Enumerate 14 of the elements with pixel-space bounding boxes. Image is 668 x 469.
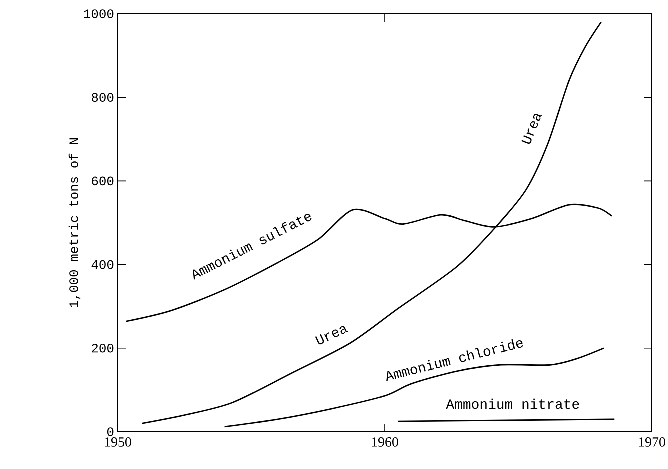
y-tick-label: 1000 [84, 10, 114, 18]
y-tick-label: 600 [92, 176, 114, 186]
y-axis-title: 1,000 metric tons of N [68, 138, 81, 308]
text: Ammonium chloride [386, 339, 524, 382]
x-tick-label: 1950 [105, 438, 132, 447]
y-tick-label: 200 [92, 344, 114, 353]
x-tick-label: 1960 [372, 438, 398, 447]
text: Urea [315, 326, 348, 345]
y-tick-label: 400 [92, 260, 114, 270]
text: Urea [522, 114, 542, 144]
y-tick-label: 0 [107, 428, 114, 436]
y-tick-label: 800 [92, 93, 114, 102]
x-tick-label: 1970 [639, 438, 666, 447]
series-label: Ammonium nitrate [446, 398, 580, 410]
